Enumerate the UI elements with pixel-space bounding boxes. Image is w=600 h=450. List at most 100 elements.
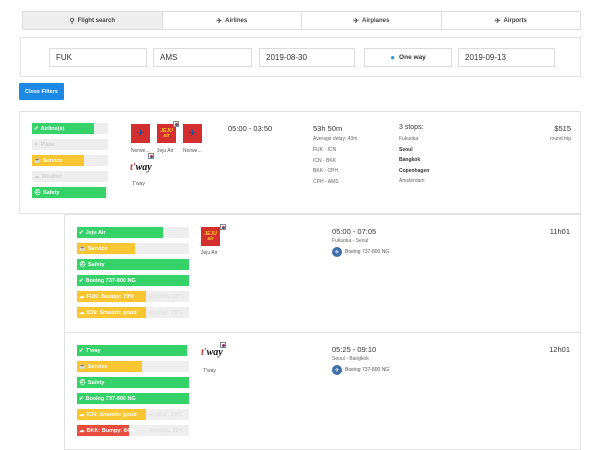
rating-bar-label: ✔ Airline(s) (34, 123, 64, 134)
rating-bar-fill (77, 409, 147, 420)
service-icon: ☕ (79, 245, 86, 252)
trip-type-select[interactable]: ● One way (364, 48, 452, 67)
rating-bar: ✔ T'way (77, 345, 189, 356)
tway-logo: t'way (130, 162, 152, 173)
rating-bar: ☁ Weather (32, 171, 108, 182)
rating-bar-label: ✈ Plane (34, 139, 55, 150)
stop-item: Amsterdam (399, 178, 425, 184)
rating-text: Jeju Air (85, 229, 106, 236)
airplane-icon: ✈ (353, 17, 360, 25)
check-icon: ✔ (79, 347, 84, 354)
stop-item: Copenhagen (399, 167, 430, 174)
segment-card[interactable]: ✔ Jeju Air ☕ Service ⛑ Safety ✔ Boeing 737-800 … (64, 214, 581, 333)
rating-bar-fill (32, 187, 106, 198)
rating-bar-fill (32, 123, 95, 134)
rating-bar-label: ✔ Boeing 737-800 NG (79, 393, 136, 404)
return-date-input[interactable]: 2019-09-13 (458, 48, 555, 67)
airline-name: T'way (203, 368, 216, 374)
rating-bar-label: ☁ Weather (34, 171, 62, 182)
airline-name: Jeju Air (201, 250, 218, 256)
rating-text: T'way (85, 347, 101, 354)
airport-icon: ✈ (494, 17, 501, 25)
check-icon: ✔ (79, 277, 84, 284)
leg-item: BKK - CPH (313, 168, 339, 174)
rating-bar: ☁ ICN: Smooth: good weather, 23°C (77, 409, 189, 420)
rating-text: Plane (40, 141, 55, 148)
korea-flag-icon (220, 342, 226, 348)
rating-bar-fill (77, 425, 129, 436)
rating-bar-label: ✔ Jeju Air (79, 227, 106, 238)
rating-text: Weather (41, 173, 63, 180)
rating-text: BKK: Bumpy: 84% (86, 427, 135, 434)
segment-card[interactable]: ✔ T'way ☕ Service ⛑ Safety ✔ Boeing 737-800 NG ☁… (64, 333, 581, 450)
rating-bar-fill (77, 243, 136, 254)
segment-duration: 11h01 (549, 227, 570, 236)
safety-icon: ⛑ (79, 261, 86, 268)
origin-input[interactable]: FUK (49, 48, 147, 67)
rating-bar-fill (77, 275, 189, 286)
rating-text: ICN: Smooth: good (86, 309, 137, 316)
rating-bar-fill (77, 393, 189, 404)
stop-item: Bangkok (399, 157, 421, 163)
tab-flight-search[interactable]: ⚲ Flight search (23, 12, 163, 29)
droplet-icon: ● (390, 53, 396, 62)
segment-time: 05:00 - 07:05 (332, 227, 377, 236)
rating-bar-label: ⛑ Safety (79, 259, 105, 270)
tab-airplanes[interactable]: ✈ Airplanes (302, 12, 442, 29)
rating-bar-label: ☁ ICN: Smooth: good (79, 307, 137, 318)
rating-extra: weather, 23°C (148, 309, 184, 316)
rating-bar-label: ☁ FUK: Bumpy: 79% (79, 291, 134, 302)
destination-input[interactable]: AMS (153, 48, 252, 67)
flight-result-card[interactable]: ✔ Airline(s) ✈ Plane ☕ Service ☁ Weather ⛑ Safety… (19, 111, 581, 214)
tab-label: Airplanes (362, 17, 390, 24)
leg-item: ICN - BKK (313, 157, 337, 164)
korea-flag-icon (148, 153, 154, 159)
search-tabs: ⚲ Flight search ✈ Airlines ✈ Airplanes ✈… (22, 11, 581, 30)
rating-bar: ☕ Service (32, 155, 108, 166)
leg-item: FUK - ICN (313, 147, 337, 153)
segment-time: 05:25 - 09:10 (332, 345, 377, 354)
aircraft-name: Boeing 737-800 NG (345, 249, 390, 255)
stops-title: 3 stops: (399, 124, 424, 131)
search-icon: ⚲ (69, 17, 75, 25)
rating-bar: ✔ Boeing 737-800 NG (77, 275, 189, 286)
rating-bar-fill (77, 377, 189, 388)
depart-date-input[interactable]: 2019-08-30 (259, 48, 355, 67)
rating-text: ICN: Smooth: good (86, 411, 137, 418)
flight-duration: 53h 50m (313, 124, 343, 133)
service-icon: ☕ (34, 157, 41, 164)
plane-icon: ✈ (34, 141, 39, 148)
rating-bar-fill (77, 307, 147, 318)
korea-flag-icon (220, 224, 226, 230)
weather-icon: ☁ (34, 173, 40, 180)
rating-extra: weather, 23°C (148, 411, 184, 418)
rating-bar-fill (77, 291, 147, 302)
price: $515 (554, 124, 571, 133)
airline-icon: ✈ (216, 17, 223, 25)
tab-airports[interactable]: ✈ Airports (442, 12, 581, 29)
segment-duration: 12h01 (549, 345, 570, 354)
rating-text: Airline(s) (40, 125, 65, 132)
stop-item: Seoul (399, 146, 413, 153)
rating-bar-label: ✔ Boeing 737-800 NG (79, 275, 136, 286)
rating-text: Service (87, 245, 108, 252)
close-filters-button[interactable]: Close Filters (19, 83, 64, 100)
flight-time: 05:00 - 03:50 (228, 124, 273, 133)
weather-icon: ☁ (79, 411, 85, 418)
norwegian-logo: ✈ (183, 124, 202, 143)
aircraft-icon: ✈ (332, 247, 342, 257)
rating-bar: ✔ Boeing 737-800 NG (77, 393, 189, 404)
rating-bar: ☕ Service (77, 243, 189, 254)
rating-text: Safety (87, 379, 105, 386)
airline-name: T'way (132, 181, 145, 187)
safety-icon: ⛑ (34, 189, 41, 196)
tab-label: Airlines (225, 17, 248, 24)
rating-text: Boeing 737-800 NG (85, 395, 136, 402)
aircraft-info: ✈ Boeing 737-800 NG (332, 365, 389, 375)
rating-bar-label: ⛑ Safety (34, 187, 60, 198)
weather-icon: ☁ (79, 427, 85, 434)
rating-bar-label: ☁ ICN: Smooth: good (79, 409, 137, 420)
tab-airlines[interactable]: ✈ Airlines (163, 12, 302, 29)
price-note: round trip (549, 136, 571, 142)
rating-text: Service (42, 157, 63, 164)
